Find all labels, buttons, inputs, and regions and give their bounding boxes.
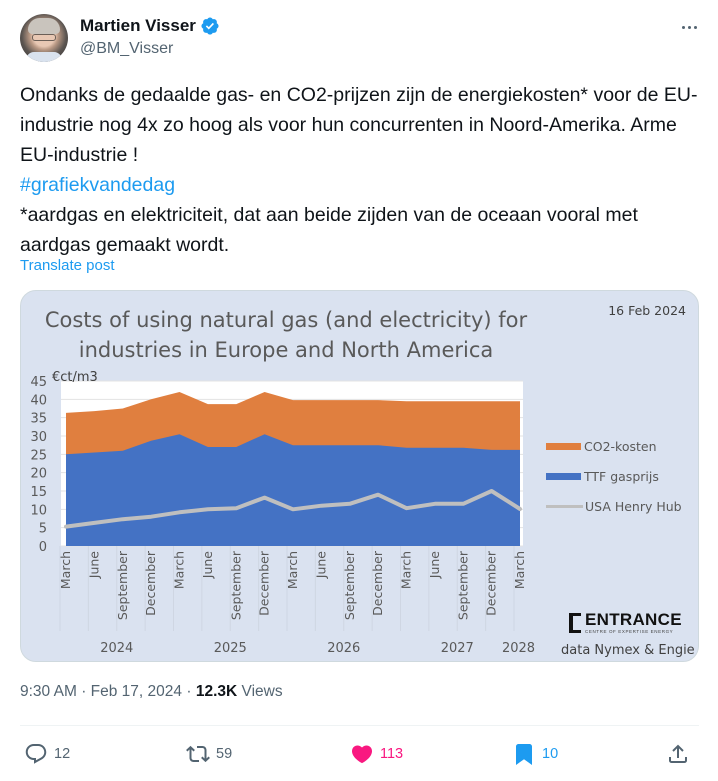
chart-image[interactable]: Costs of using natural gas (and electric…	[20, 290, 699, 662]
more-dot-icon	[687, 25, 691, 29]
hashtag-link[interactable]: #grafiekvandedag	[20, 174, 176, 196]
x-tick-label: September	[228, 550, 243, 620]
x-tick-label: December	[484, 550, 499, 616]
separator: ·	[186, 683, 192, 700]
repost-icon	[186, 745, 210, 763]
legend-label: CO2-kosten	[584, 438, 657, 454]
avatar-hair	[28, 18, 60, 34]
x-tick-label: December	[143, 550, 158, 616]
legend-label: USA Henry Hub	[585, 498, 682, 514]
year-label: 2024	[100, 641, 133, 656]
x-tick-label: March	[285, 551, 300, 589]
share-button[interactable]	[666, 737, 696, 771]
year-label: 2025	[214, 641, 247, 656]
tweet-footnote: *aardgas en elektriciteit, dat aan beide…	[20, 204, 638, 256]
y-tick-label: 20	[30, 467, 47, 482]
display-name[interactable]: Martien Visser	[80, 16, 196, 35]
y-tick-label: 0	[39, 540, 47, 555]
chart-date: 16 Feb 2024	[608, 303, 686, 318]
repost-button[interactable]: 59	[186, 737, 232, 771]
tweet-meta: 9:30 AM · Feb 17, 2024 · 12.3K Views	[20, 683, 283, 701]
brand-name: ENTRANCE	[585, 610, 682, 629]
y-tick-label: 10	[30, 503, 47, 518]
x-tick-label: June	[427, 551, 442, 580]
legend-item-henry-hub: USA Henry Hub	[546, 491, 682, 521]
data-credit: data Nymex & Engie	[561, 643, 695, 658]
share-icon	[669, 744, 687, 763]
chart-title: Costs of using natural gas (and electric…	[21, 305, 551, 365]
y-tick-label: 5	[39, 522, 47, 537]
year-label: 2027	[441, 641, 474, 656]
legend-swatch-blue	[546, 472, 581, 480]
views-count: 12.3K	[195, 683, 238, 700]
henry-hub-line	[64, 489, 522, 529]
name-row: Martien Visser	[80, 16, 220, 36]
translate-post-link[interactable]: Translate post	[20, 257, 115, 274]
x-tick-label: March	[58, 551, 73, 589]
reply-count: 12	[54, 746, 71, 762]
chart-title-line1: Costs of using natural gas (and electric…	[44, 308, 528, 332]
bookmark-button[interactable]: 10	[512, 737, 558, 771]
y-tick-label: 40	[30, 393, 47, 408]
bookmark-count: 10	[542, 746, 559, 762]
x-tick-label: September	[455, 550, 470, 620]
chart-title-line2: industries in Europe and North America	[78, 338, 494, 362]
avatar[interactable]	[20, 14, 68, 62]
y-tick-label: 15	[30, 485, 47, 500]
like-count: 113	[380, 746, 404, 762]
tweet-text: Ondanks de gedaalde gas- en CO2-prijzen …	[20, 80, 705, 260]
legend-swatch-orange	[546, 442, 581, 450]
bookmark-filled-icon	[516, 744, 532, 765]
more-dot-icon	[693, 25, 697, 29]
x-tick-label: June	[313, 551, 328, 580]
separator: ·	[81, 683, 87, 700]
heart-filled-icon	[351, 745, 373, 764]
avatar-glasses	[32, 34, 56, 41]
year-label: 2028	[502, 641, 535, 656]
post-date[interactable]: Feb 17, 2024	[90, 683, 183, 700]
avatar-shirt	[26, 52, 62, 62]
x-tick-label: June	[200, 551, 215, 580]
x-tick-label: September	[342, 550, 357, 620]
repost-count: 59	[216, 746, 233, 762]
year-label: 2026	[327, 641, 360, 656]
post-time[interactable]: 9:30 AM	[20, 683, 77, 700]
tweet-header: Martien Visser @BM_Visser	[20, 14, 700, 62]
divider	[20, 725, 699, 726]
action-bar: 12 59 113 10	[20, 737, 700, 771]
x-tick-label: March	[399, 551, 414, 589]
views-label: Views	[241, 683, 283, 700]
y-axis-label: €ct/m3	[52, 370, 98, 385]
entrance-logo: ENTRANCE CENTRE OF EXPERTISE ENERGY	[569, 611, 682, 634]
x-tick-label: September	[115, 550, 130, 620]
x-tick-label: December	[257, 550, 272, 616]
ttf-area	[66, 434, 520, 546]
like-button[interactable]: 113	[350, 737, 403, 771]
legend-swatch-gray	[546, 504, 583, 508]
legend-label: TTF gasprijs	[584, 468, 659, 484]
verified-badge-icon	[201, 17, 219, 35]
y-tick-label: 30	[30, 430, 47, 445]
brand-subtitle: CENTRE OF EXPERTISE ENERGY	[585, 629, 674, 634]
x-tick-label: June	[86, 551, 101, 580]
tweet-body: Ondanks de gedaalde gas- en CO2-prijzen …	[20, 84, 698, 166]
x-tick-label: March	[512, 551, 527, 589]
x-tick-label: December	[370, 550, 385, 616]
reply-icon	[25, 744, 47, 764]
y-tick-label: 35	[30, 412, 47, 427]
chart-legend: CO2-kosten TTF gasprijs USA Henry Hub	[546, 431, 682, 521]
y-tick-label: 45	[30, 375, 47, 390]
legend-item-ttf: TTF gasprijs	[546, 461, 682, 491]
user-handle[interactable]: @BM_Visser	[80, 40, 174, 57]
y-tick-label: 25	[30, 448, 47, 463]
reply-button[interactable]: 12	[24, 737, 70, 771]
x-tick-label: March	[172, 551, 187, 589]
more-options-button[interactable]	[678, 18, 700, 36]
legend-item-co2: CO2-kosten	[546, 431, 682, 461]
more-dot-icon	[681, 25, 685, 29]
entrance-logo-icon	[569, 613, 581, 633]
